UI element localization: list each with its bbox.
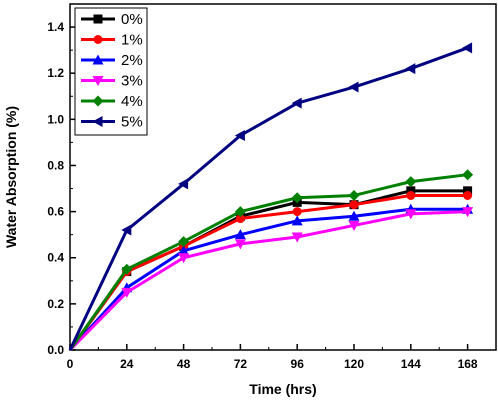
x-tick-label: 0 — [67, 357, 74, 371]
y-tick-label: 0.2 — [47, 297, 64, 311]
legend: 0% 1% 2% 3% 4% 5% — [74, 7, 148, 136]
series-line — [68, 173, 468, 351]
legend-entry: 0% — [81, 11, 143, 28]
data-point — [178, 253, 190, 264]
data-point — [462, 42, 473, 54]
x-tick-label: 144 — [401, 357, 421, 371]
series-line — [68, 46, 469, 351]
data-point — [178, 178, 189, 190]
data-point — [234, 229, 246, 240]
legend-entry: 2% — [81, 52, 143, 69]
y-tick-label: 0.4 — [47, 251, 64, 265]
x-tick-label: 72 — [234, 357, 248, 371]
series-5 — [68, 42, 473, 351]
data-point — [462, 207, 474, 218]
legend-box — [74, 7, 148, 136]
plot-area-border — [69, 3, 497, 351]
data-series — [68, 42, 474, 352]
data-point — [405, 176, 417, 188]
y-tick-label: 0.0 — [47, 343, 64, 357]
data-point — [292, 207, 302, 217]
axis-tick-labels: 0 24 48 72 96 120 144 168 0.0 0.2 0.4 0.6 0.8 1.0 1.2 1… — [47, 20, 478, 371]
legend-marker — [93, 14, 103, 24]
y-tick-label: 0.8 — [47, 158, 64, 172]
data-point — [348, 81, 359, 93]
data-point — [121, 287, 133, 298]
y-tick-label: 0.6 — [47, 205, 64, 219]
series-line — [68, 193, 468, 351]
data-point — [348, 189, 360, 201]
plot-frame — [69, 3, 497, 351]
y-tick-label: 1.4 — [47, 20, 64, 34]
legend-entry: 1% — [81, 32, 143, 49]
data-point — [234, 206, 246, 218]
data-point — [291, 192, 303, 204]
x-tick-label: 96 — [291, 357, 305, 371]
legend-marker — [92, 116, 103, 127]
series-4 — [68, 169, 474, 351]
series-line — [68, 207, 468, 352]
legend-marker — [93, 35, 103, 44]
data-point — [349, 200, 359, 210]
y-tick-label: 1.0 — [47, 112, 64, 126]
legend-label: 5% — [121, 114, 143, 131]
legend-label: 3% — [121, 73, 143, 90]
x-tick-label: 120 — [344, 357, 364, 371]
x-tick-label: 168 — [458, 357, 478, 371]
data-point — [463, 186, 473, 196]
data-point — [348, 210, 360, 221]
legend-entry: 3% — [81, 73, 143, 90]
legend-marker — [92, 54, 104, 65]
legend-entry: 4% — [81, 93, 143, 110]
data-point — [406, 190, 416, 200]
legend-entry: 5% — [81, 114, 143, 131]
x-tick-label: 48 — [177, 357, 191, 371]
y-tick-label: 1.2 — [47, 66, 64, 80]
data-point — [291, 215, 303, 226]
data-point — [178, 236, 190, 248]
data-point — [234, 239, 246, 250]
data-point — [348, 220, 360, 231]
data-point — [291, 232, 303, 243]
legend-label: 0% — [121, 11, 143, 28]
data-point — [406, 186, 416, 196]
data-point — [405, 209, 417, 220]
axis-ticks — [69, 26, 469, 351]
data-point — [291, 97, 302, 109]
data-point — [178, 245, 190, 256]
x-tick-label: 24 — [120, 357, 134, 371]
legend-label: 1% — [121, 32, 143, 49]
y-axis-label: Water Absorption (%) — [3, 106, 19, 248]
data-point — [463, 190, 473, 200]
data-point — [462, 169, 474, 181]
x-axis-label: Time (hrs) — [249, 381, 316, 397]
series-line — [68, 210, 468, 352]
data-point — [235, 214, 245, 224]
data-point — [121, 263, 133, 275]
data-point — [121, 224, 132, 236]
legend-label: 2% — [121, 52, 143, 69]
data-point — [405, 63, 416, 75]
data-point — [234, 129, 245, 141]
series-3 — [68, 207, 474, 352]
legend-label: 4% — [121, 93, 143, 110]
legend-marker — [92, 76, 104, 86]
legend-marker — [92, 95, 104, 107]
